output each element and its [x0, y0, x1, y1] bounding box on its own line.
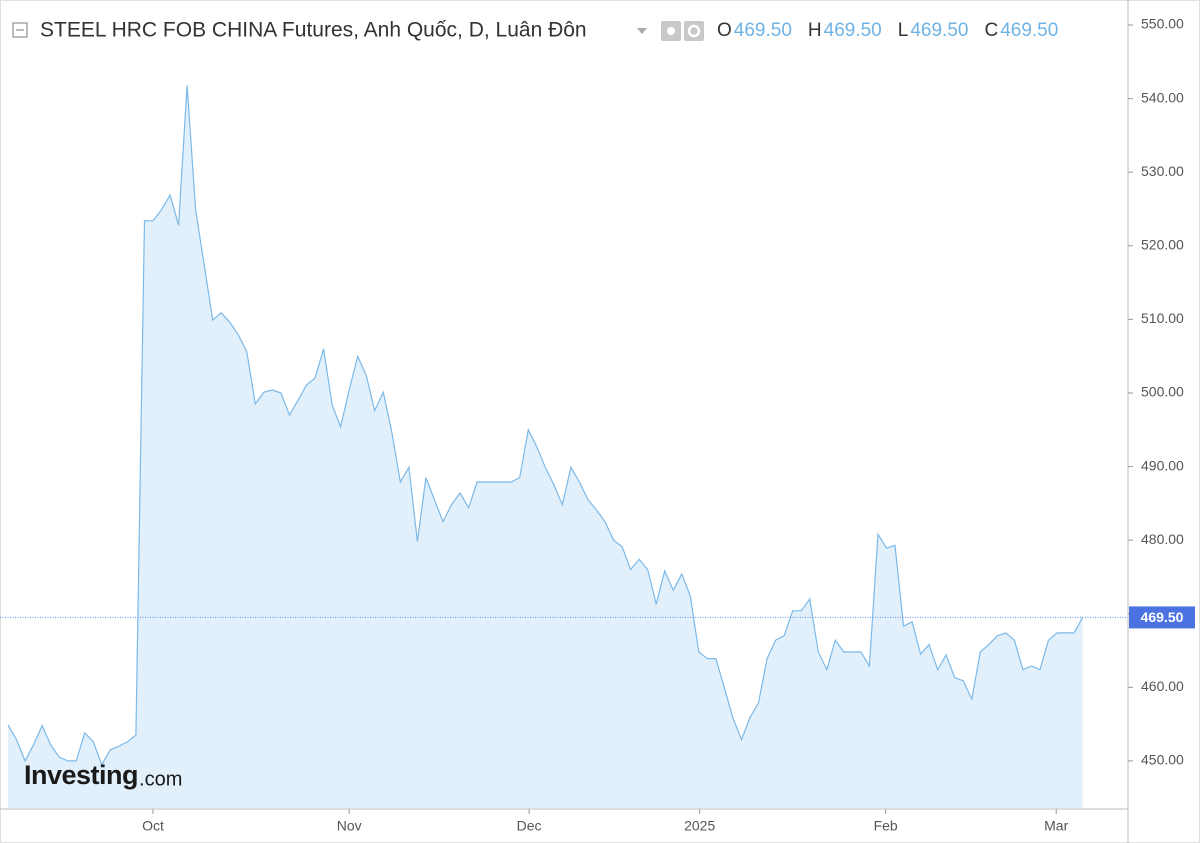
ohlc-key: C: [984, 20, 998, 41]
chart-title: STEEL HRC FOB CHINA Futures, Anh Quốc, D…: [40, 19, 587, 42]
x-tick-label: Dec: [517, 818, 542, 834]
ohlc-key: O: [717, 20, 732, 41]
x-tick-label: 2025: [684, 818, 715, 834]
y-tick-label: 480.00: [1141, 531, 1184, 547]
header: STEEL HRC FOB CHINA Futures, Anh Quốc, D…: [12, 19, 704, 42]
x-tick-label: Mar: [1044, 818, 1068, 834]
watermark-suffix: .com: [139, 768, 182, 790]
watermark: Investing: [24, 760, 138, 790]
plot: [7, 85, 1084, 808]
y-tick-label: 450.00: [1141, 752, 1184, 768]
ohlc-value: 469.50: [1000, 20, 1058, 41]
dropdown-arrow[interactable]: [637, 28, 647, 34]
ohlc-value: 469.50: [734, 20, 792, 41]
settings-icon-gear: [687, 24, 701, 38]
y-tick-label: 550.00: [1141, 16, 1184, 32]
last-price-box: [1129, 606, 1195, 629]
last-price-label: 469.50: [1141, 609, 1184, 625]
ohlc-value: 469.50: [824, 20, 882, 41]
x-tick-label: Nov: [337, 818, 362, 834]
x-tick-label: Oct: [142, 818, 164, 834]
ohlc-key: H: [808, 20, 822, 41]
y-tick-label: 500.00: [1141, 384, 1184, 400]
eye-icon-pupil: [667, 27, 675, 35]
y-tick-label: 530.00: [1141, 163, 1184, 179]
y-tick-label: 540.00: [1141, 89, 1184, 105]
ohlc-key: L: [898, 20, 909, 41]
y-tick-label: 490.00: [1141, 457, 1184, 473]
x-tick-label: Feb: [874, 818, 898, 834]
y-tick-label: 460.00: [1141, 678, 1184, 694]
y-tick-label: 520.00: [1141, 236, 1184, 252]
line: [7, 85, 1084, 767]
settings-icon[interactable]: [684, 21, 704, 41]
ohlc-value: 469.50: [910, 20, 968, 41]
y-tick-label: 510.00: [1141, 310, 1184, 326]
